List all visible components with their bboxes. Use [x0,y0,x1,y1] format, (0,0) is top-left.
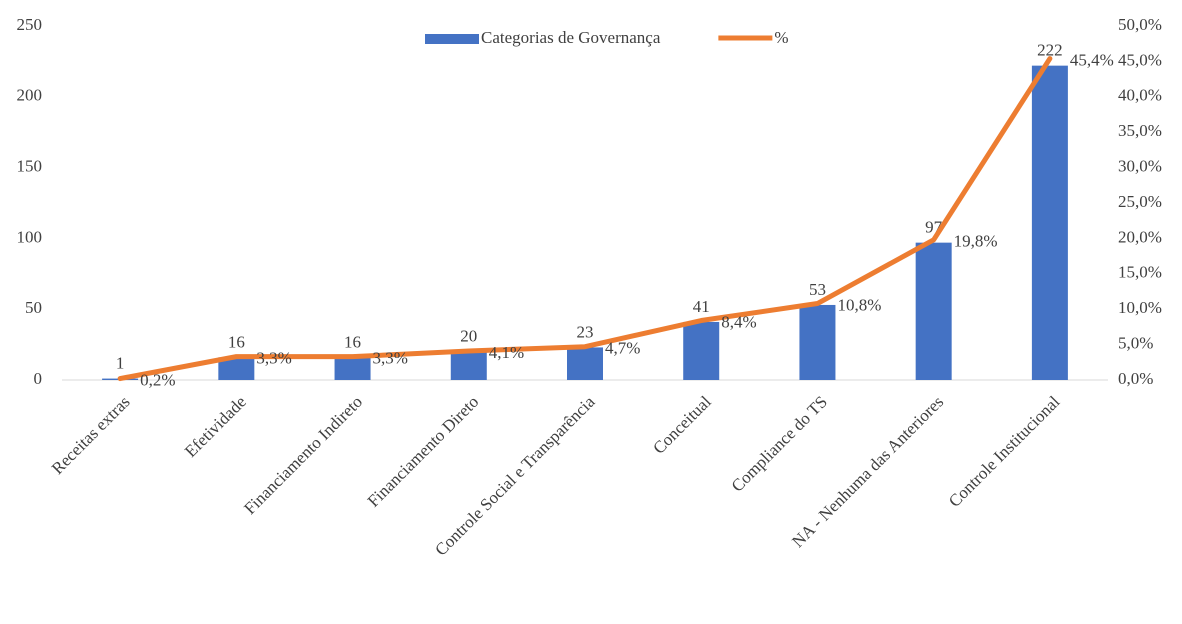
y-tick-label: 150 [17,157,43,176]
y2-tick-label: 5,0% [1118,334,1153,353]
y-tick-label: 200 [17,86,43,105]
y2-tick-label: 35,0% [1118,121,1162,140]
y2-tick-label: 30,0% [1118,157,1162,176]
y2-tick-label: 0,0% [1118,369,1153,388]
bar [334,357,371,380]
legend-label: Categorias de Governança [481,28,661,47]
x-tick-label: Conceitual [649,392,715,458]
bar-value-label: 1 [116,353,125,372]
bar [915,242,952,380]
line-value-label: 19,8% [954,232,998,251]
y-tick-label: 50 [25,298,42,317]
bar [567,347,603,380]
legend-swatch [425,34,479,44]
y-tick-label: 100 [17,227,43,246]
x-tick-label: Financiamento Indireto [240,392,366,518]
y2-tick-label: 40,0% [1118,86,1162,105]
x-tick-label: Receitas extras [48,392,134,478]
line-value-label: 45,4% [1070,50,1114,69]
line-value-label: 3,3% [256,349,291,368]
y2-tick-label: 10,0% [1118,298,1162,317]
legend-label: % [774,28,788,47]
bar [450,351,487,380]
line-value-label: 8,4% [721,312,756,331]
bar-value-label: 23 [577,322,594,341]
bar-value-label: 20 [460,327,477,346]
bar-value-label: 16 [344,332,361,351]
y-tick-label: 250 [17,15,43,34]
line-value-label: 10,8% [837,295,881,314]
bar-value-label: 53 [809,280,826,299]
y-tick-label: 0 [34,369,43,388]
y2-tick-label: 45,0% [1118,50,1162,69]
bar-value-label: 16 [228,332,245,351]
line-value-label: 3,3% [373,349,408,368]
bar-value-label: 41 [693,297,710,316]
line-value-label: 0,2% [140,370,175,389]
x-tick-label: Compliance do TS [728,392,831,495]
bar-value-label: 222 [1037,41,1063,60]
y2-tick-label: 25,0% [1118,192,1162,211]
y2-tick-label: 50,0% [1118,15,1162,34]
bar [799,304,836,380]
line [117,56,1053,382]
x-tick-label: Financiamento Direto [364,392,483,511]
y2-tick-label: 20,0% [1118,227,1162,246]
line-value-label: 4,7% [605,339,640,358]
bar [683,321,720,380]
x-tick-label: Efetividade [181,392,250,461]
y2-tick-label: 15,0% [1118,263,1162,282]
bar [1031,65,1068,380]
line-value-label: 4,1% [489,343,524,362]
x-tick-label: Controle Institucional [945,392,1064,511]
bar [218,357,255,380]
